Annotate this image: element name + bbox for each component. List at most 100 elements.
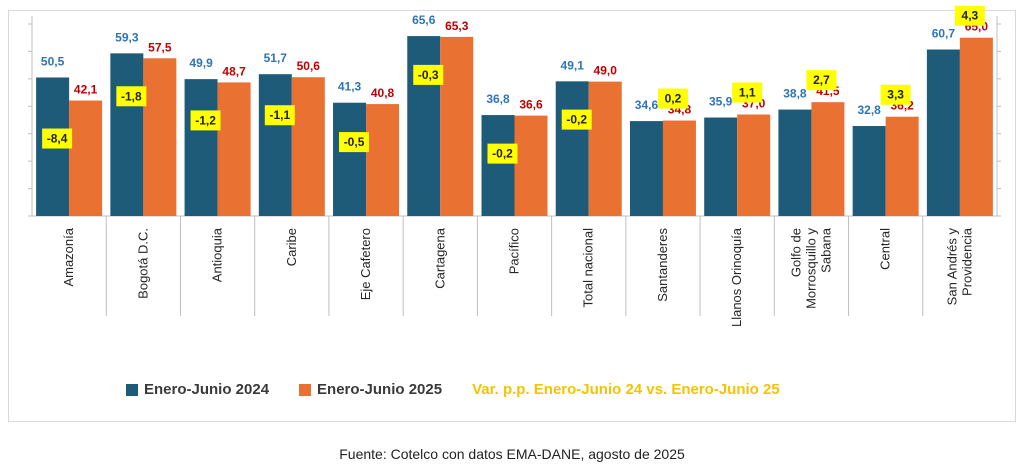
data-label-2024: 51,7 [264, 51, 288, 65]
bar-2024 [852, 126, 886, 216]
category-label-line: Providencia [959, 227, 974, 296]
bar-2024 [110, 53, 144, 216]
bar-2025 [366, 104, 400, 216]
data-label-2025: 50,6 [297, 59, 321, 73]
data-label-2025: 65,3 [445, 19, 469, 33]
category-label-line: Sabana [818, 227, 833, 273]
category-label: Caribe [284, 228, 299, 266]
variation-label: 2,7 [813, 73, 830, 87]
bar-2025 [959, 37, 993, 216]
variation-badge [657, 88, 688, 109]
bar-2024 [778, 109, 812, 216]
variation-badge [339, 132, 370, 153]
data-label-2025: 42,1 [74, 83, 98, 97]
variation-badge [561, 109, 592, 130]
data-label-2025: 40,8 [371, 86, 395, 100]
data-label-2024: 38,8 [783, 87, 807, 101]
category-label-line: Caribe [284, 228, 299, 266]
legend-item-variation: Var. p.p. Enero-Junio 24 vs. Enero-Junio… [472, 381, 780, 398]
bar-2025 [69, 100, 103, 216]
legend-item-2025: Enero-Junio 2025 [299, 381, 442, 398]
legend-label-variation: Var. p.p. Enero-Junio 24 vs. Enero-Junio… [472, 381, 780, 398]
data-label-2024: 50,5 [41, 54, 65, 68]
category-label-line: Total nacional [581, 228, 596, 308]
category-label: Bogotá D.C. [135, 228, 150, 299]
data-label-2024: 65,6 [412, 13, 436, 27]
data-label-2024: 59,3 [115, 30, 139, 44]
variation-badge [264, 105, 295, 126]
data-label-2024: 36,8 [486, 92, 510, 106]
data-label-2024: 41,3 [338, 80, 362, 94]
legend-swatch-2025 [299, 383, 312, 396]
variation-label: 3,3 [887, 88, 904, 102]
variation-badge [732, 82, 763, 103]
category-label-line: San Andrés y [944, 228, 959, 306]
category-label: Pacífico [507, 228, 522, 274]
category-label-line: Pacífico [507, 228, 522, 274]
source-note: Fuente: Cotelco con datos EMA-DANE, agos… [339, 446, 685, 462]
legend-label-2025: Enero-Junio 2025 [317, 381, 443, 398]
variation-badge [413, 64, 444, 85]
data-label-2024: 32,8 [857, 103, 881, 117]
bar-2025 [143, 58, 177, 217]
data-label-2024: 34,6 [635, 98, 659, 112]
legend: Enero-Junio 2024 Enero-Junio 2025 Var. p… [126, 381, 810, 398]
data-label-2024: 49,9 [189, 56, 213, 70]
bar-2025 [662, 120, 696, 216]
variation-label: 4,3 [962, 9, 979, 23]
category-label-line: Central [878, 228, 893, 270]
variation-label: 0,2 [665, 92, 682, 106]
bar-2025 [217, 82, 251, 217]
category-label: San Andrés y Providencia [944, 227, 974, 305]
category-label: Eje Cafetero [358, 228, 373, 300]
variation-badge [116, 86, 147, 107]
variation-badge [190, 110, 221, 131]
data-label-2025: 48,7 [222, 64, 246, 78]
category-label-line: Llanos Orinoquía [729, 227, 744, 327]
variation-label: 1,1 [739, 86, 756, 100]
legend-item-2024: Enero-Junio 2024 [126, 381, 269, 398]
bar-2025 [811, 102, 845, 216]
category-label-line: Eje Cafetero [358, 228, 373, 300]
category-label: Total nacional [581, 228, 596, 308]
variation-badge [806, 70, 837, 91]
bar-2024 [481, 115, 515, 216]
variation-badge [954, 5, 985, 26]
category-label-line: Bogotá D.C. [135, 228, 150, 299]
bar-2025 [440, 36, 474, 216]
variation-label: -8,4 [47, 132, 68, 146]
bar-2024 [629, 121, 663, 216]
variation-label: -0,3 [418, 68, 439, 82]
variation-label: -0,2 [566, 113, 587, 127]
bar-2024 [184, 79, 218, 216]
data-label-2024: 35,9 [709, 95, 733, 109]
category-label: Antioquia [210, 227, 225, 282]
category-label-line: Antioquia [210, 227, 225, 282]
bar-2024 [926, 49, 960, 216]
category-label: Santanderes [655, 228, 670, 302]
variation-badge [880, 84, 911, 105]
data-label-2025: 36,6 [519, 98, 543, 112]
bar-2024 [555, 81, 589, 216]
variation-badge [42, 128, 73, 149]
category-label-line: Morrosquillo y [803, 228, 818, 309]
category-label-line: Golfo de [788, 228, 803, 277]
variation-badge [487, 143, 518, 164]
bar-2025 [588, 81, 622, 216]
category-label: Amazonía [61, 227, 76, 286]
variation-label: -1,8 [121, 89, 142, 103]
category-label: Llanos Orinoquía [729, 227, 744, 327]
data-label-2025: 49,0 [594, 64, 618, 78]
variation-label: -1,1 [269, 108, 290, 122]
bar-2024 [333, 102, 367, 216]
bar-2024 [258, 74, 292, 217]
category-label: Central [878, 228, 893, 270]
bar-2025 [514, 115, 548, 216]
bar-2024 [704, 117, 738, 216]
category-label: Cartagena [432, 227, 447, 288]
bar-2025 [291, 77, 325, 216]
category-label-line: Santanderes [655, 228, 670, 302]
bar-2025 [737, 114, 771, 216]
variation-label: -1,2 [195, 113, 216, 127]
